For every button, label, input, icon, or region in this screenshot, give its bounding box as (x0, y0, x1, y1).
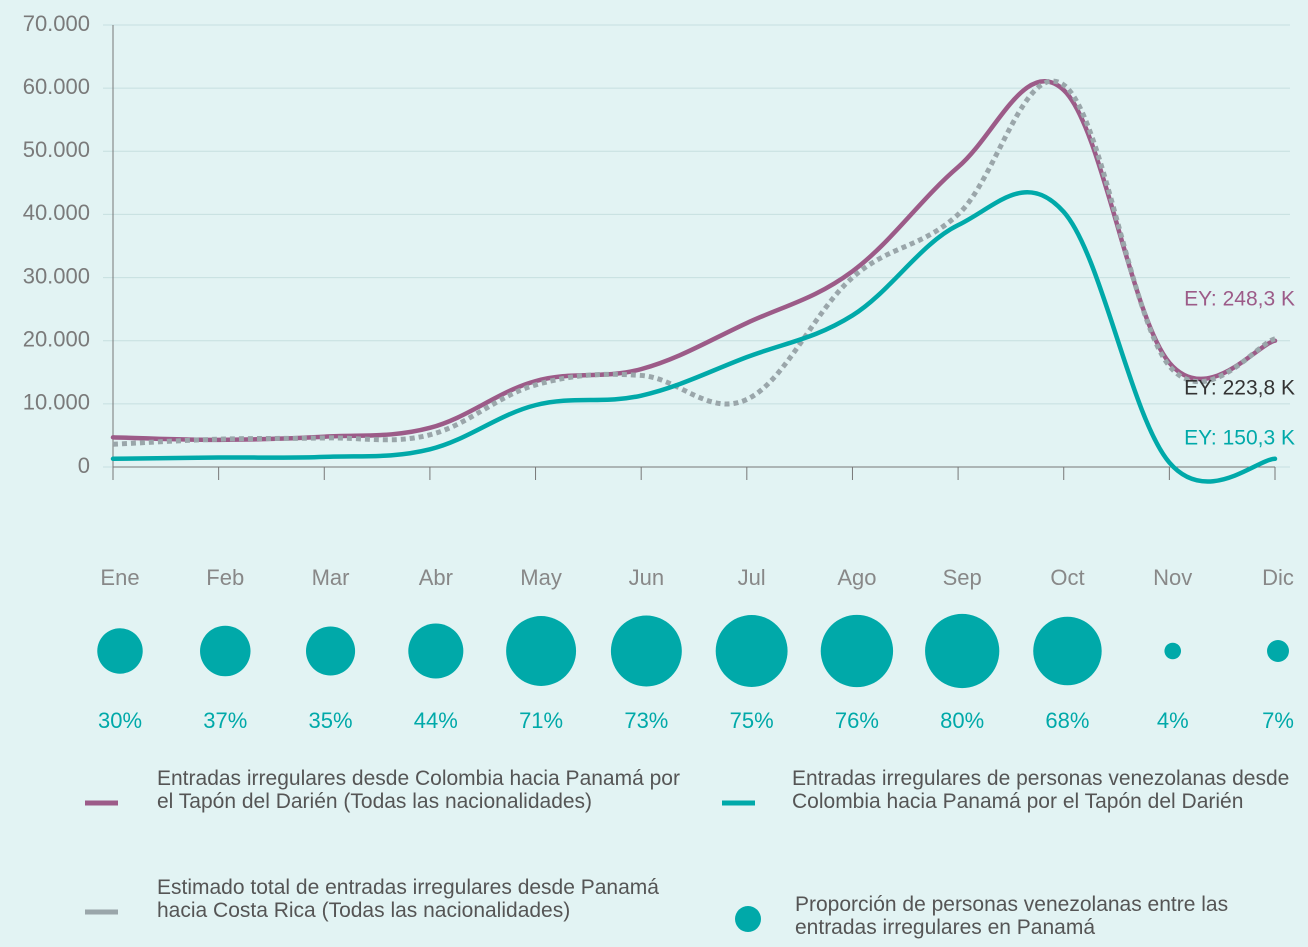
bubble (200, 625, 251, 677)
data-label: 7% (1262, 708, 1294, 733)
x-tick-label: Dic (1262, 565, 1294, 590)
x-tick-label: Ene (100, 565, 139, 590)
x-tick-label: Jun (629, 565, 664, 590)
bubble (1267, 640, 1289, 662)
legend-text: Entradas irregulares de personas venezol… (792, 767, 1290, 813)
x-tick-label: Abr (419, 565, 453, 590)
series-line (110, 190, 1278, 484)
annotation: EY: 248,3 K (1184, 288, 1295, 311)
bubble (715, 615, 788, 687)
series-line (112, 78, 1276, 447)
legend-text: Proporción de personas venezolanas entre… (795, 893, 1229, 939)
legend-text: Entradas irregulares desde Colombia haci… (157, 767, 680, 813)
annotation: EY: 150,3 K (1184, 427, 1295, 450)
data-label: 4% (1157, 708, 1189, 733)
y-tick-label: 10.000 (23, 390, 90, 415)
y-tick-label: 40.000 (23, 200, 90, 225)
y-tick-label: 70.000 (23, 11, 90, 36)
data-label: 75% (730, 708, 774, 733)
legend-text: Estimado total de entradas irregulares d… (157, 876, 659, 922)
x-tick-label: Sep (943, 565, 982, 590)
x-tick-label: Ago (837, 565, 876, 590)
y-tick-label: 50.000 (23, 137, 90, 162)
data-label: 37% (203, 708, 247, 733)
data-label: 76% (835, 708, 879, 733)
bubble (1033, 616, 1102, 686)
data-label: 35% (309, 708, 353, 733)
bubble (97, 628, 143, 674)
bubble (610, 615, 682, 687)
bubble (925, 613, 1000, 689)
legend-marker (735, 906, 761, 932)
y-tick-label: 60.000 (23, 74, 90, 99)
x-tick-label: May (520, 565, 562, 590)
series-line (110, 79, 1278, 443)
x-tick-label: Mar (312, 565, 350, 590)
bubble (1164, 642, 1182, 660)
y-tick-label: 20.000 (23, 327, 90, 352)
bubble (506, 616, 577, 686)
data-label: 80% (940, 708, 984, 733)
y-tick-label: 0 (78, 453, 90, 478)
data-label: 44% (414, 708, 458, 733)
data-label: 73% (624, 708, 668, 733)
x-tick-label: Feb (206, 565, 244, 590)
x-tick-label: Oct (1050, 565, 1084, 590)
annotation: EY: 223,8 K (1184, 377, 1295, 400)
bubble (305, 626, 356, 676)
y-tick-label: 30.000 (23, 263, 90, 288)
x-tick-label: Nov (1153, 565, 1192, 590)
x-tick-label: Jul (738, 565, 766, 590)
bubble (820, 614, 894, 688)
data-label: 30% (98, 708, 142, 733)
bubble (408, 623, 464, 679)
data-label: 71% (519, 708, 563, 733)
data-label: 68% (1045, 708, 1089, 733)
